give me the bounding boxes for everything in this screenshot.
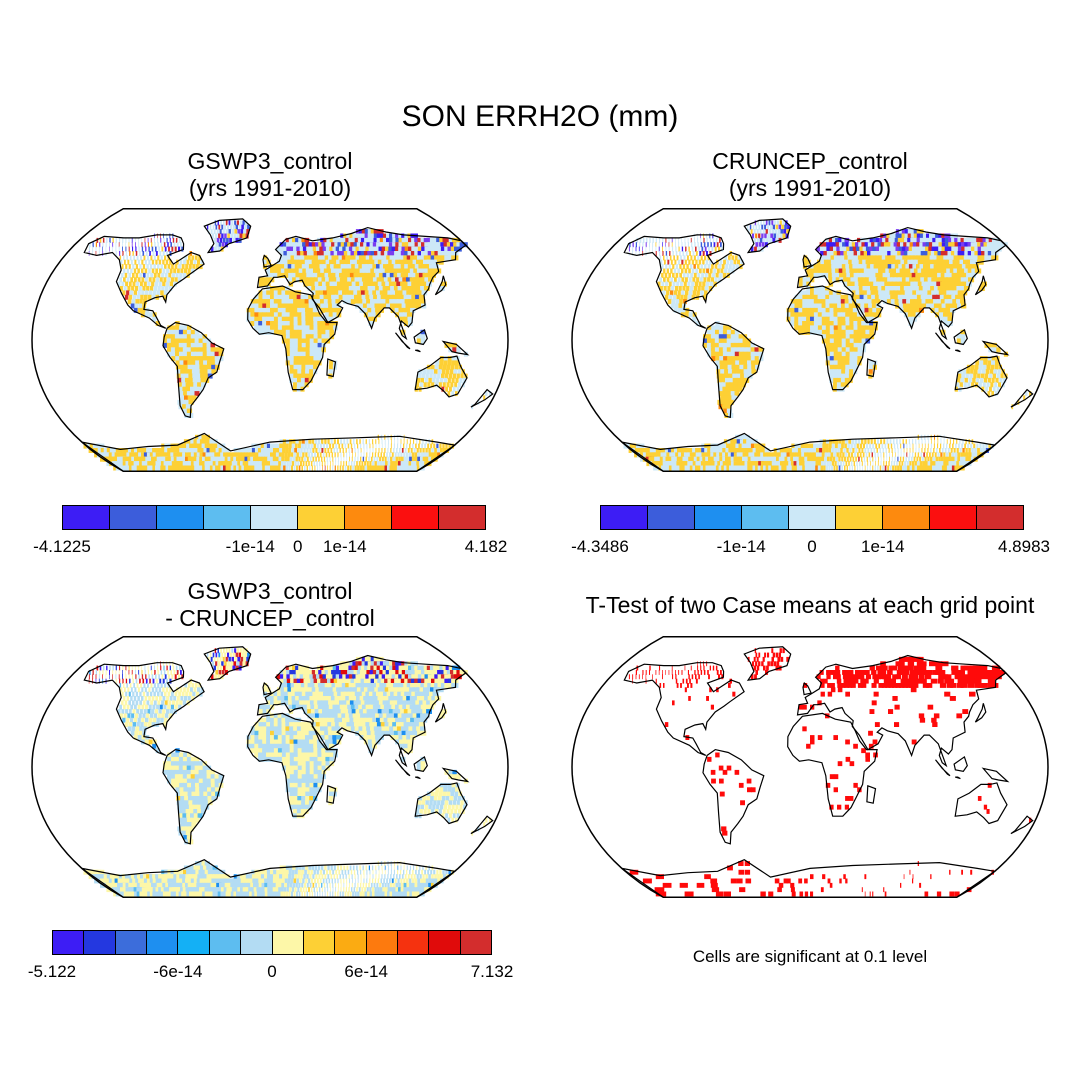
coastlines xyxy=(621,218,1034,472)
colorbar-tick-label: 1e-14 xyxy=(861,537,905,556)
colorbar-swatch xyxy=(836,506,883,529)
figure-title: SON ERRH2O (mm) xyxy=(401,100,679,133)
colorbar-swatch xyxy=(115,931,148,954)
colorbar-swatch xyxy=(345,506,392,529)
grid-cells xyxy=(83,648,492,897)
colorbar-swatch xyxy=(251,506,298,529)
colorbar-swatch xyxy=(883,506,930,529)
colorbar-cruncep xyxy=(600,505,1024,530)
colorbar-swatch xyxy=(241,931,273,954)
colorbar-swatch xyxy=(110,506,157,529)
colorbar-swatch xyxy=(366,931,398,954)
colorbar-tick-label: 1e-14 xyxy=(323,537,367,556)
colorbar-swatch xyxy=(147,931,179,954)
panel-3-title-line2: - CRUNCEP_control xyxy=(165,605,375,631)
colorbar-tick-label: 4.8983 xyxy=(998,537,1050,556)
colorbar-swatch xyxy=(742,506,789,529)
colorbar-swatch xyxy=(439,506,485,529)
panel-4-title: T-Test of two Case means at each grid po… xyxy=(555,592,1065,619)
panel-1-title-line2: (yrs 1991-2010) xyxy=(188,175,352,201)
colorbar-swatch xyxy=(429,931,461,954)
colorbar-swatch xyxy=(272,931,304,954)
colorbar-tick-label: 7.132 xyxy=(470,962,514,981)
colorbar-tick-label: -5.122 xyxy=(27,962,77,981)
map-cruncep xyxy=(571,207,1049,473)
colorbar-swatch xyxy=(84,931,116,954)
panel-1-title: GSWP3_control (yrs 1991-2010) xyxy=(100,148,440,202)
panel-2-title-line2: (yrs 1991-2010) xyxy=(728,175,892,201)
colorbar-swatch xyxy=(335,931,367,954)
grid-cells xyxy=(628,648,1032,897)
panel-3-title-line1: GSWP3_control xyxy=(187,578,353,604)
colorbar-swatch xyxy=(53,931,85,954)
colorbar-swatch xyxy=(397,931,430,954)
grid-cells xyxy=(83,220,492,471)
colorbar-tick-label: 0 xyxy=(807,537,817,556)
colorbar-swatch xyxy=(209,931,242,954)
colorbar-gswp3 xyxy=(62,505,486,530)
panel-4-title-line1: T-Test of two Case means at each grid po… xyxy=(585,592,1035,618)
colorbar-tick-label: -4.3486 xyxy=(571,537,629,556)
colorbar-swatch xyxy=(157,506,204,529)
colorbar-swatch xyxy=(298,506,345,529)
colorbar-tick-label: 0 xyxy=(267,962,277,981)
colorbar-tick-label: 0 xyxy=(293,537,303,556)
map-boundary xyxy=(571,207,1049,473)
map-gswp3 xyxy=(31,207,509,473)
colorbar-swatch xyxy=(977,506,1023,529)
panel-2-title: CRUNCEP_control (yrs 1991-2010) xyxy=(640,148,980,202)
colorbar-swatch xyxy=(789,506,836,529)
colorbar-swatch xyxy=(930,506,977,529)
colorbar-difference xyxy=(52,930,492,955)
colorbar-tick-label: -4.1225 xyxy=(33,537,91,556)
colorbar-swatch xyxy=(303,931,336,954)
coastlines xyxy=(621,646,1034,898)
map-boundary xyxy=(571,635,1049,899)
colorbar-tick-label: -1e-14 xyxy=(716,537,766,556)
colorbar-tick-label: 4.182 xyxy=(464,537,508,556)
colorbar-tick-label: -1e-14 xyxy=(225,537,275,556)
colorbar-swatch xyxy=(695,506,742,529)
map-boundary xyxy=(31,635,509,899)
colorbar-swatch xyxy=(601,506,648,529)
colorbar-swatch xyxy=(63,506,110,529)
map-ttest xyxy=(571,635,1049,899)
colorbar-tick-label: -6e-14 xyxy=(153,962,203,981)
grid-cells xyxy=(623,220,1032,471)
colorbar-swatch xyxy=(460,931,492,954)
colorbar-swatch xyxy=(204,506,251,529)
colorbar-tick-label: 6e-14 xyxy=(344,962,388,981)
panel-2-title-line1: CRUNCEP_control xyxy=(712,148,908,174)
coastlines xyxy=(81,218,494,472)
colorbar-swatch xyxy=(392,506,439,529)
panel-1-title-line1: GSWP3_control xyxy=(187,148,353,174)
colorbar-swatch xyxy=(648,506,695,529)
map-boundary xyxy=(31,207,509,473)
coastlines xyxy=(81,646,494,898)
ttest-note: Cells are significant at 0.1 level xyxy=(692,947,928,966)
panel-3-title: GSWP3_control - CRUNCEP_control xyxy=(100,578,440,632)
map-difference xyxy=(31,635,509,899)
colorbar-swatch xyxy=(178,931,210,954)
